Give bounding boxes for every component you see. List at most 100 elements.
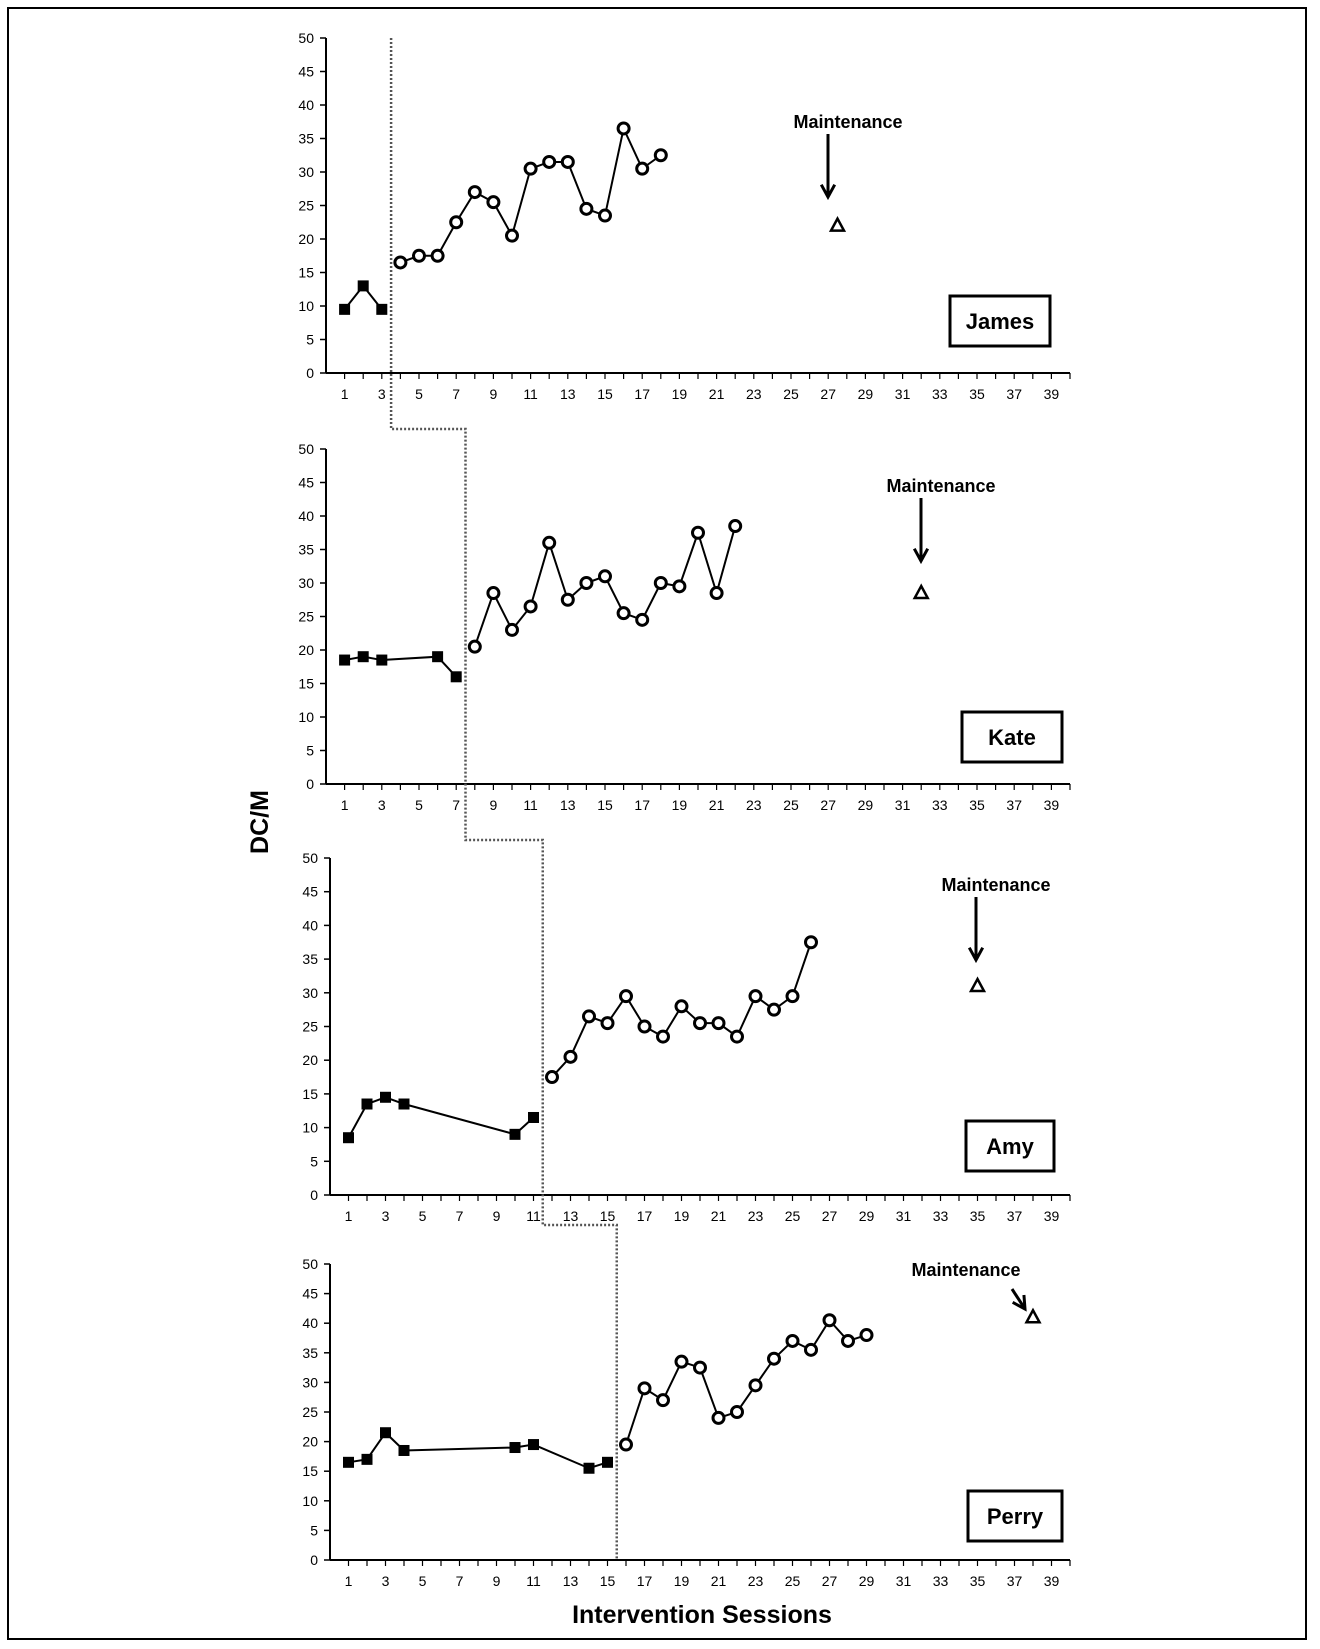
y-tick-label: 10 — [298, 709, 314, 725]
x-tick-label: 23 — [748, 1573, 764, 1589]
x-tick-label: 7 — [452, 797, 460, 813]
intervention-point — [730, 1029, 744, 1044]
y-tick-label: 0 — [310, 1187, 318, 1203]
participant-name-box — [948, 294, 1052, 348]
x-tick-label: 15 — [597, 797, 613, 813]
intervention-point — [505, 622, 519, 637]
x-tick-label: 11 — [526, 1208, 541, 1224]
x-tick-label: 25 — [785, 1573, 801, 1589]
y-tick-label: 50 — [302, 1256, 318, 1272]
x-tick-label: 1 — [341, 386, 349, 402]
intervention-point — [560, 592, 575, 607]
y-tick-label: 10 — [302, 1120, 318, 1136]
y-tick-label: 35 — [302, 951, 318, 967]
x-tick-label: 9 — [493, 1573, 501, 1589]
x-tick-label: 7 — [456, 1208, 464, 1224]
x-tick-label: 17 — [634, 797, 650, 813]
x-tick-label: 1 — [341, 797, 349, 813]
maintenance-point — [968, 976, 987, 993]
intervention-line — [625, 1318, 867, 1445]
x-tick-label: 31 — [895, 386, 911, 402]
x-tick-label: 13 — [563, 1573, 579, 1589]
y-tick-label: 50 — [298, 441, 314, 457]
x-tick-label: 17 — [637, 1208, 653, 1224]
y-tick-label: 5 — [306, 332, 314, 348]
x-tick-label: 15 — [600, 1208, 616, 1224]
baseline-point — [398, 1444, 410, 1456]
x-tick-label: 5 — [415, 797, 423, 813]
baseline-point — [380, 1091, 391, 1103]
x-tick-label: 27 — [822, 1208, 838, 1224]
intervention-point — [653, 576, 668, 590]
intervention-point — [637, 1019, 652, 1034]
x-axis-title: Intervention Sessions — [572, 1601, 832, 1629]
y-tick-label: 45 — [302, 884, 318, 900]
intervention-point — [785, 989, 800, 1004]
y-tick-label: 20 — [302, 1434, 318, 1450]
x-tick-label: 5 — [415, 386, 423, 402]
participant-name: James — [966, 309, 1035, 334]
y-tick-label: 15 — [298, 265, 314, 281]
y-tick-label: 35 — [298, 542, 314, 558]
y-tick-label: 10 — [302, 1493, 318, 1509]
x-tick-label: 37 — [1007, 1573, 1023, 1589]
intervention-point — [637, 1381, 652, 1396]
y-tick-label: 30 — [298, 164, 314, 180]
maintenance-point — [1024, 1307, 1042, 1324]
intervention-point — [600, 1016, 615, 1031]
intervention-point — [486, 586, 501, 601]
intervention-point — [804, 935, 818, 950]
x-tick-label: 25 — [785, 1208, 801, 1224]
intervention-point — [486, 195, 501, 210]
x-tick-label: 33 — [933, 1573, 949, 1589]
intervention-point — [616, 606, 631, 621]
intervention-point — [728, 519, 743, 534]
baseline-point — [343, 1456, 354, 1468]
x-tick-label: 23 — [748, 1208, 764, 1224]
baseline-point — [339, 303, 351, 315]
baseline-point — [602, 1456, 613, 1468]
intervention-point — [523, 599, 538, 614]
intervention-point — [393, 255, 408, 270]
intervention-point — [748, 989, 763, 1004]
x-tick-label: 27 — [822, 1573, 838, 1589]
intervention-point — [616, 121, 631, 136]
y-tick-label: 5 — [310, 1522, 318, 1538]
intervention-point — [711, 1410, 726, 1425]
maintenance-label: Maintenance — [941, 875, 1050, 895]
y-tick-label: 5 — [306, 743, 314, 759]
x-tick-label: 21 — [711, 1208, 727, 1224]
x-tick-label: 29 — [858, 797, 874, 813]
intervention-point — [449, 215, 464, 230]
x-tick-label: 9 — [490, 386, 498, 402]
x-tick-label: 39 — [1044, 386, 1060, 402]
intervention-point — [672, 579, 687, 594]
x-tick-label: 33 — [933, 1208, 949, 1224]
x-tick-label: 21 — [711, 1573, 727, 1589]
x-tick-label: 19 — [672, 386, 688, 402]
x-tick-label: 7 — [452, 386, 460, 402]
y-tick-label: 5 — [310, 1153, 318, 1169]
x-tick-label: 21 — [709, 797, 725, 813]
x-tick-label: 5 — [419, 1208, 427, 1224]
maintenance-arrow — [1010, 1288, 1027, 1310]
baseline-point — [339, 654, 351, 666]
maintenance-label: Maintenance — [886, 476, 995, 496]
y-tick-label: 20 — [298, 231, 314, 247]
x-tick-label: 25 — [783, 797, 799, 813]
y-tick-label: 40 — [298, 508, 314, 524]
y-tick-label: 0 — [306, 365, 314, 381]
x-tick-label: 13 — [560, 386, 576, 402]
y-tick-label: 35 — [302, 1345, 318, 1361]
x-tick-label: 31 — [896, 1573, 912, 1589]
x-tick-label: 3 — [382, 1208, 390, 1224]
baseline-point — [376, 303, 388, 315]
x-tick-label: 19 — [674, 1573, 690, 1589]
arrow-head-icon — [1011, 1294, 1027, 1312]
intervention-line — [400, 125, 662, 264]
x-tick-label: 3 — [382, 1573, 390, 1589]
intervention-point — [674, 1354, 689, 1369]
intervention-point — [653, 148, 668, 163]
